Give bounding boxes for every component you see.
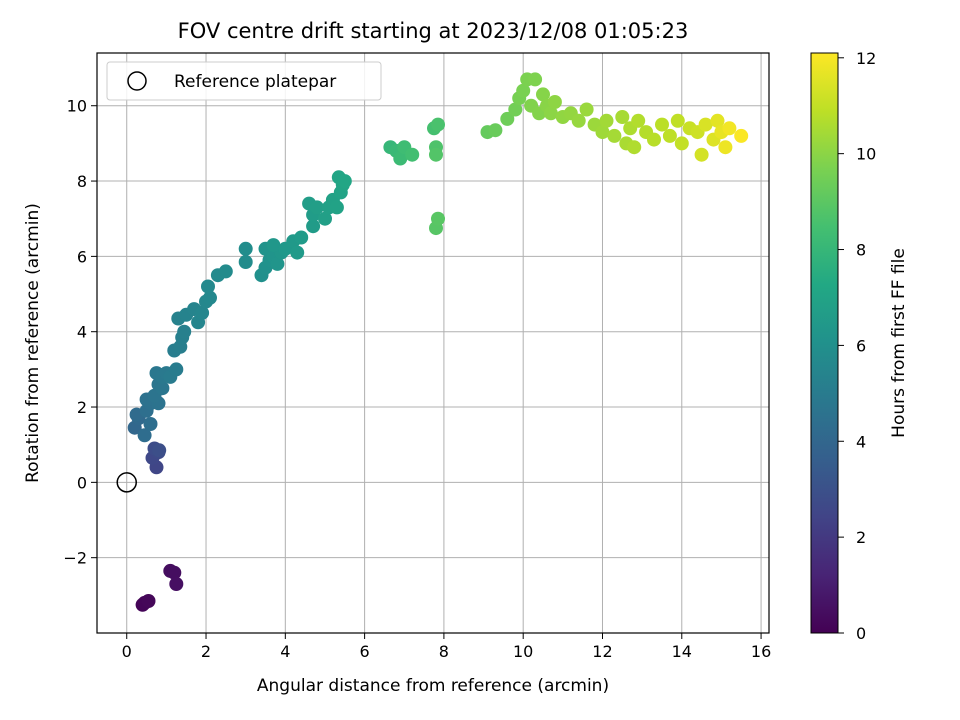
data-point	[615, 110, 630, 124]
legend: Reference platepar	[106, 61, 382, 101]
data-point	[290, 245, 305, 260]
data-point	[607, 128, 622, 143]
x-axis-label: Angular distance from reference (arcmin)	[257, 676, 609, 696]
y-tick-label: 10	[67, 97, 87, 116]
colorbar-tick-label: 8	[856, 241, 866, 260]
data-point	[579, 102, 594, 117]
data-point	[143, 417, 158, 431]
data-point	[508, 102, 523, 117]
plot-frame	[96, 52, 770, 634]
x-tick-label: 14	[672, 642, 692, 661]
grid-lines	[97, 53, 769, 633]
data-point	[329, 200, 344, 215]
colorbar-gradient	[810, 52, 839, 634]
y-tick-label: 8	[77, 172, 87, 191]
data-point	[734, 128, 749, 143]
colorbar-label: Hours from first FF file	[889, 248, 909, 438]
data-point	[662, 128, 677, 143]
x-tick-label: 16	[751, 642, 771, 661]
data-point	[431, 211, 445, 226]
data-point	[137, 428, 152, 443]
data-point	[195, 305, 210, 320]
axis-ticks: 0 2 4 6 8 10 12 14 16 −2 0 2 4 6 8 10	[63, 97, 771, 661]
data-point	[310, 200, 324, 215]
data-point	[431, 117, 445, 132]
data-point	[547, 95, 562, 109]
data-point	[238, 255, 253, 269]
data-point	[294, 230, 309, 245]
data-point	[500, 111, 515, 126]
x-tick-label: 6	[360, 642, 370, 661]
data-point	[627, 140, 642, 155]
data-point	[270, 256, 285, 271]
data-point	[177, 324, 192, 339]
data-point	[152, 443, 167, 458]
data-point	[318, 211, 332, 226]
y-tick-label: 6	[77, 247, 87, 266]
data-point	[670, 113, 685, 128]
x-tick-label: 2	[201, 642, 211, 661]
data-point	[238, 241, 253, 256]
data-point	[722, 121, 737, 136]
data-point	[710, 113, 725, 128]
data-point	[405, 147, 420, 162]
colorbar-tick-label: 4	[856, 432, 866, 451]
data-point	[536, 87, 550, 102]
data-point	[516, 83, 531, 98]
data-point	[169, 362, 184, 377]
data-point	[674, 136, 689, 151]
y-tick-label: −2	[63, 549, 87, 568]
data-point	[655, 117, 669, 132]
data-point	[203, 290, 217, 305]
data-point	[393, 151, 408, 166]
data-point	[647, 132, 661, 147]
data-point	[306, 219, 321, 234]
data-point	[718, 140, 733, 155]
data-points	[127, 72, 749, 612]
y-tick-label: 0	[77, 473, 87, 492]
data-point	[528, 72, 543, 87]
data-point	[429, 147, 443, 162]
data-point	[599, 113, 614, 128]
data-point	[155, 381, 170, 396]
data-point	[167, 565, 182, 580]
data-point	[488, 123, 503, 138]
colorbar-tick-label: 6	[856, 336, 866, 355]
data-point	[595, 125, 610, 140]
y-tick-label: 2	[77, 398, 87, 417]
legend-entry-label: Reference platepar	[174, 72, 336, 92]
chart-title: FOV centre drift starting at 2023/12/08 …	[178, 19, 689, 43]
x-tick-label: 12	[592, 642, 612, 661]
data-point	[169, 577, 184, 591]
colorbar-tick-label: 0	[856, 624, 866, 643]
data-point	[571, 113, 586, 128]
colorbar-tick-label: 2	[856, 528, 866, 547]
y-tick-label: 4	[77, 323, 87, 342]
reference-point	[116, 472, 137, 493]
data-point	[694, 147, 709, 162]
data-point	[141, 594, 156, 608]
legend-box	[106, 61, 382, 101]
data-point	[543, 106, 558, 121]
data-point	[266, 238, 281, 253]
data-point	[698, 117, 713, 132]
legend-marker-icon	[127, 71, 147, 91]
reference-marker	[116, 472, 137, 493]
x-tick-label: 0	[122, 642, 132, 661]
x-tick-label: 8	[439, 642, 449, 661]
y-axis-label: Rotation from reference (arcmin)	[23, 203, 43, 483]
data-point	[218, 264, 233, 279]
data-point	[337, 174, 352, 189]
data-point	[631, 113, 646, 128]
data-point	[201, 279, 215, 294]
colorbar: 0 2 4 6 8 10 12 Hours from first FF file	[810, 49, 909, 643]
colorbar-ticks: 0 2 4 6 8 10 12	[838, 49, 876, 643]
x-tick-label: 4	[280, 642, 290, 661]
colorbar-tick-label: 12	[856, 49, 876, 68]
x-tick-label: 10	[513, 642, 533, 661]
colorbar-tick-label: 10	[856, 145, 876, 164]
